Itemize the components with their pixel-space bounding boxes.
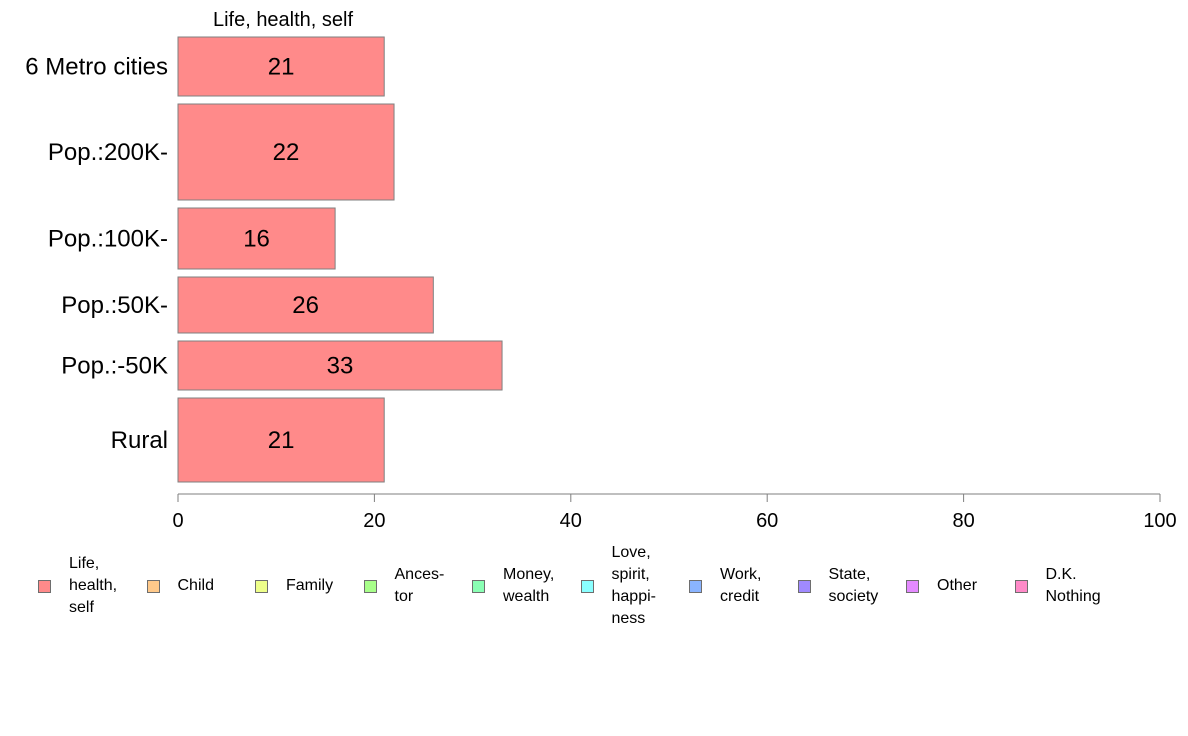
bar-value-label: 21 — [268, 427, 295, 454]
legend-item: Other — [906, 540, 977, 632]
legend-label: Love, spirit, happi- ness — [611, 544, 656, 627]
legend-swatch — [797, 579, 811, 593]
legend-item: Family — [255, 540, 333, 632]
legend-label: Other — [937, 577, 978, 594]
category-label: 6 Metro cities — [25, 54, 168, 81]
legend-swatch — [1014, 579, 1028, 593]
legend-label: Child — [177, 577, 214, 594]
bar-value-label: 21 — [268, 54, 295, 81]
category-label: Pop.:-50K — [61, 353, 168, 380]
x-tick-label: 40 — [560, 510, 582, 532]
bar — [177, 397, 385, 483]
category-label: Pop.:100K- — [48, 226, 168, 253]
legend-swatch — [146, 579, 160, 593]
x-tick-label: 60 — [756, 510, 778, 532]
x-tick-label: 80 — [952, 510, 974, 532]
legend-label: D.K. Nothing — [1045, 566, 1101, 605]
column-title: Life, health, self — [213, 9, 354, 31]
legend-label: State, society — [828, 566, 879, 605]
legend-item: Child — [146, 540, 214, 632]
legend-swatch — [38, 579, 51, 593]
legend-swatch — [255, 579, 268, 593]
x-axis: 0 20 40 60 80 100 — [172, 493, 1177, 532]
legend-label: Ances- tor — [394, 566, 445, 605]
bar-value-label: 26 — [292, 292, 319, 319]
category-labels: 6 Metro cities Pop.:200K- Pop.:100K- Pop.:5… — [25, 54, 168, 455]
legend-swatch — [906, 579, 919, 593]
legend-item: D.K. Nothing — [1014, 540, 1101, 632]
category-label: Pop.:50K- — [61, 292, 168, 319]
x-tick-label: 100 — [1143, 510, 1176, 532]
legend-label: Work, credit — [720, 566, 762, 605]
legend-label: Family — [286, 577, 334, 594]
legend-swatch — [580, 579, 594, 593]
bars-group: 21 22 16 26 33 21 — [177, 36, 503, 483]
legend-swatch — [689, 579, 702, 593]
legend-swatch — [472, 579, 485, 593]
bar — [177, 103, 395, 201]
bar — [177, 276, 434, 334]
x-tick-label: 0 — [172, 510, 183, 532]
legend-item: Ances- tor — [363, 540, 445, 632]
bar-value-label: 22 — [273, 139, 300, 166]
bar — [177, 207, 336, 270]
legend: Life, health, self Child Family Ances- tor M… — [38, 540, 1158, 640]
bar — [177, 36, 385, 97]
x-tick-label: 20 — [363, 510, 385, 532]
legend-item: Work, credit — [689, 540, 761, 632]
legend-item: State, society — [797, 540, 879, 632]
legend-label: Life, health, self — [69, 555, 118, 616]
category-label: Pop.:200K- — [48, 139, 168, 166]
bar — [177, 340, 503, 391]
legend-item: Life, health, self — [38, 540, 117, 632]
legend-label: Money, wealth — [503, 566, 555, 605]
bar-value-label: 16 — [243, 226, 270, 253]
bar-value-label: 33 — [327, 353, 354, 380]
category-label: Rural — [111, 427, 168, 454]
legend-item: Money, wealth — [472, 540, 554, 632]
legend-item: Love, spirit, happi- ness — [580, 540, 656, 632]
legend-swatch — [363, 579, 377, 593]
